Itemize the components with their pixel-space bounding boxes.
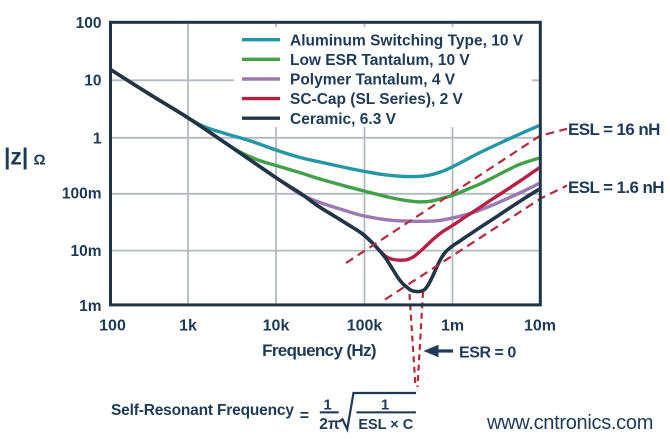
svg-text:2π: 2π <box>319 416 340 433</box>
svg-text:www.cntronics.com: www.cntronics.com <box>486 412 653 434</box>
svg-text:10m: 10m <box>70 243 101 260</box>
svg-text:ESL = 1.6 nH: ESL = 1.6 nH <box>568 178 664 197</box>
svg-text:1m: 1m <box>441 318 464 335</box>
svg-text:100k: 100k <box>347 318 383 335</box>
svg-text:1: 1 <box>381 396 389 413</box>
svg-text:ESL = 16 nH: ESL = 16 nH <box>568 120 660 139</box>
svg-text:ESR = 0: ESR = 0 <box>459 345 516 362</box>
svg-text:1k: 1k <box>179 318 197 335</box>
svg-text:100: 100 <box>99 318 126 335</box>
svg-text:Ω: Ω <box>34 152 46 169</box>
svg-text:100m: 100m <box>62 186 102 203</box>
svg-text:|z|: |z| <box>4 144 28 170</box>
svg-text:Polymer Tantalum, 4 V: Polymer Tantalum, 4 V <box>290 72 456 89</box>
svg-text:10: 10 <box>84 73 101 90</box>
svg-text:10m: 10m <box>524 318 556 335</box>
svg-text:ESL × C: ESL × C <box>358 417 413 433</box>
svg-text:SC-Cap (SL Series), 2 V: SC-Cap (SL Series), 2 V <box>290 91 464 108</box>
svg-text:Frequency (Hz): Frequency (Hz) <box>262 341 376 360</box>
svg-text:=: = <box>300 407 309 424</box>
svg-text:1: 1 <box>323 396 331 413</box>
svg-text:10k: 10k <box>263 318 290 335</box>
svg-text:1m: 1m <box>79 298 101 315</box>
svg-text:100: 100 <box>76 15 102 32</box>
svg-text:Self-Resonant Frequency: Self-Resonant Frequency <box>111 402 294 419</box>
svg-text:1: 1 <box>93 130 102 147</box>
svg-text:Aluminum Switching Type, 10 V: Aluminum Switching Type, 10 V <box>290 32 524 49</box>
svg-text:Low ESR Tantalum, 10 V: Low ESR Tantalum, 10 V <box>290 52 470 69</box>
svg-text:Ceramic, 6.3 V: Ceramic, 6.3 V <box>290 111 397 128</box>
